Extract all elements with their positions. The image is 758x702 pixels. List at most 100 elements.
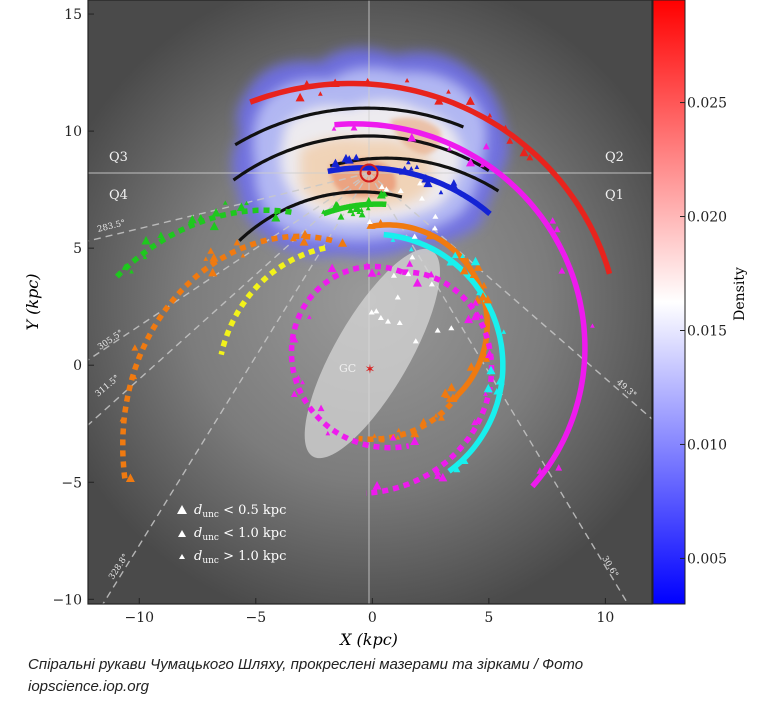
maser-marker	[459, 455, 469, 464]
quadrant-label-q2: Q2	[605, 150, 624, 165]
maser-marker	[376, 270, 382, 276]
maser-marker	[412, 278, 422, 287]
maser-marker	[558, 267, 566, 274]
svg-text:dunc > 1.0 kpc: dunc > 1.0 kpc	[194, 549, 286, 566]
y-tick-label: 0	[73, 358, 82, 374]
maser-marker	[383, 186, 390, 192]
maser-marker	[384, 318, 391, 324]
maser-marker	[373, 308, 380, 314]
maser-marker	[236, 202, 246, 211]
legend-marker-small	[179, 554, 185, 559]
maser-marker	[438, 189, 444, 195]
quadrant-label-q4: Q4	[109, 188, 128, 203]
maser-marker	[207, 247, 215, 254]
maser-marker	[423, 178, 433, 188]
maser-marker	[549, 217, 557, 224]
maser-marker	[451, 251, 459, 259]
maser-marker	[142, 254, 148, 260]
maser-marker	[418, 195, 425, 201]
maser-marker	[433, 413, 439, 418]
x-tick-label: 10	[596, 610, 614, 626]
x-tick-label: 0	[368, 610, 377, 626]
spiral-arm-segment	[383, 231, 506, 474]
maser-marker	[132, 374, 138, 380]
galactic-center-label: GC	[339, 362, 356, 375]
maser-marker	[428, 281, 435, 287]
maser-marker	[432, 213, 439, 219]
sightlines	[88, 172, 652, 604]
maser-marker	[465, 157, 475, 167]
maser-marker	[417, 180, 424, 186]
maser-marker	[410, 436, 420, 445]
maser-marker	[483, 294, 493, 304]
maser-marker	[555, 464, 563, 471]
maser-marker	[438, 414, 445, 421]
spiral-arms	[114, 80, 613, 496]
maser-marker	[372, 433, 377, 438]
maser-marker	[526, 153, 534, 161]
maser-marker	[222, 200, 228, 205]
maser-marker	[379, 437, 385, 443]
maser-marker	[479, 162, 485, 168]
maser-marker	[506, 137, 514, 144]
maser-marker	[483, 383, 493, 393]
maser-marker	[344, 155, 354, 164]
colorbar-tick-label: 0.005	[687, 551, 727, 567]
maser-marker	[486, 365, 496, 375]
maser-markers	[119, 77, 595, 490]
maser-marker	[325, 430, 331, 436]
maser-marker	[434, 327, 441, 333]
maser-marker	[405, 271, 412, 277]
maser-marker	[395, 435, 401, 440]
maser-marker	[366, 220, 376, 229]
x-tick-label: 5	[484, 610, 493, 626]
maser-marker	[469, 273, 475, 279]
legend-entry: dunc < 1.0 kpc	[178, 526, 286, 543]
maser-marker	[411, 233, 418, 239]
colorbar-tick-label: 0.015	[687, 323, 727, 339]
maser-marker	[447, 146, 452, 151]
maser-marker	[271, 212, 281, 222]
maser-marker	[299, 237, 309, 246]
maser-marker	[473, 262, 483, 271]
y-tick-label: 10	[64, 124, 82, 140]
maser-marker	[335, 201, 340, 207]
maser-marker	[410, 428, 420, 438]
maser-marker	[482, 142, 490, 150]
maser-marker	[471, 418, 479, 426]
maser-marker	[414, 164, 420, 169]
maser-marker	[478, 292, 488, 301]
colorbar-tick-label: 0.010	[687, 437, 727, 453]
quadrant-label-q3: Q3	[109, 150, 128, 165]
maser-marker	[466, 362, 476, 371]
maser-marker	[187, 214, 197, 224]
maser-marker	[480, 281, 488, 289]
maser-marker	[363, 77, 373, 87]
figure-caption: Спіральні рукави Чумацького Шляху, прокр…	[28, 654, 728, 698]
maser-marker	[209, 221, 219, 231]
quadrant-label-q1: Q1	[605, 188, 624, 203]
y-tick-label: −5	[61, 475, 82, 491]
maser-marker	[503, 124, 508, 130]
maser-marker	[407, 133, 417, 142]
maser-marker	[372, 481, 382, 490]
maser-marker	[446, 89, 451, 94]
maser-marker	[519, 147, 529, 157]
maser-marker	[472, 299, 479, 306]
maser-marker	[331, 126, 337, 131]
y-tick-label: 5	[73, 241, 82, 257]
maser-marker	[378, 219, 383, 224]
maser-marker	[483, 391, 488, 396]
spiral-arm-segment	[327, 165, 492, 217]
spiral-arm-segment	[365, 269, 495, 496]
galactic-center: ✶ GC	[339, 362, 375, 378]
x-axis-ticks: −10 −5 0 5 10	[124, 598, 614, 626]
maser-marker	[501, 329, 507, 334]
maser-marker	[203, 256, 209, 261]
maser-marker	[129, 269, 134, 274]
maser-marker	[434, 96, 444, 105]
maser-marker	[421, 173, 431, 183]
maser-marker	[590, 323, 595, 328]
maser-marker	[434, 472, 442, 479]
maser-marker	[479, 314, 485, 319]
